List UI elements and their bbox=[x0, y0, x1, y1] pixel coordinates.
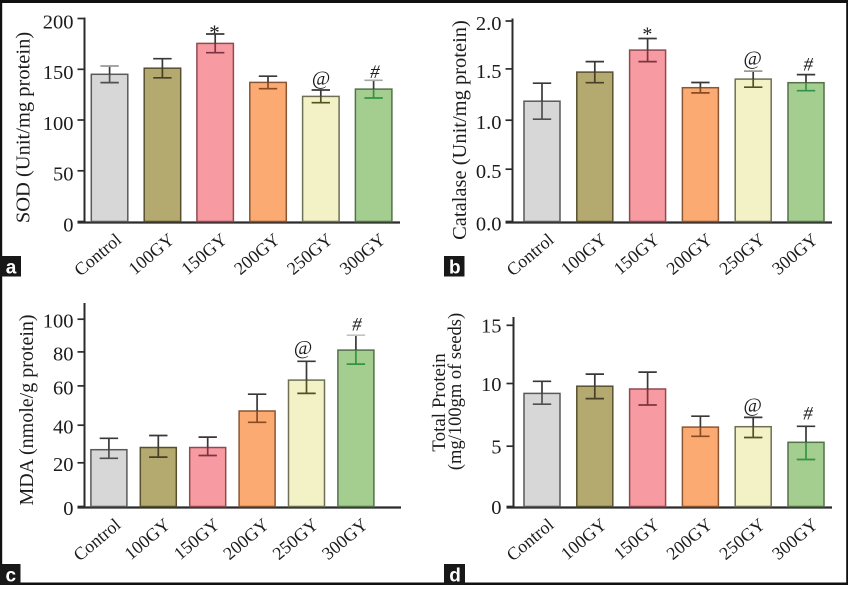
svg-text:@: @ bbox=[743, 48, 761, 70]
svg-text:1.0: 1.0 bbox=[476, 112, 502, 134]
svg-text:0.5: 0.5 bbox=[476, 161, 502, 183]
svg-text:#: # bbox=[352, 315, 362, 336]
svg-text:a: a bbox=[6, 257, 17, 278]
svg-text:#: # bbox=[804, 55, 814, 76]
svg-text:200: 200 bbox=[43, 11, 74, 33]
svg-text:c: c bbox=[5, 566, 16, 585]
svg-text:40: 40 bbox=[53, 417, 74, 439]
svg-text:80: 80 bbox=[53, 343, 74, 365]
svg-text:SOD (Unit/mg protein): SOD (Unit/mg protein) bbox=[13, 32, 35, 223]
svg-text:0.0: 0.0 bbox=[476, 213, 502, 235]
svg-text:#: # bbox=[370, 62, 380, 83]
svg-text:2.0: 2.0 bbox=[476, 13, 502, 35]
svg-text:0: 0 bbox=[491, 497, 501, 519]
svg-text:@: @ bbox=[743, 395, 761, 417]
svg-text:MDA (nmole/g protein): MDA (nmole/g protein) bbox=[16, 314, 38, 505]
svg-text:1.5: 1.5 bbox=[476, 61, 502, 83]
svg-text:100: 100 bbox=[43, 113, 74, 135]
svg-text:*: * bbox=[642, 24, 652, 46]
svg-text:Catalase (Unit/mg protein): Catalase (Unit/mg protein) bbox=[449, 20, 471, 240]
svg-text:60: 60 bbox=[53, 377, 74, 399]
svg-text:d: d bbox=[449, 566, 461, 585]
svg-text:20: 20 bbox=[53, 454, 74, 476]
svg-text:Total Protein: Total Protein bbox=[429, 353, 450, 452]
svg-text:b: b bbox=[449, 257, 461, 278]
svg-text:150: 150 bbox=[43, 62, 74, 84]
svg-text:10: 10 bbox=[481, 374, 502, 396]
svg-text:0: 0 bbox=[63, 498, 73, 520]
svg-text:@: @ bbox=[294, 337, 312, 359]
svg-text:*: * bbox=[209, 21, 220, 45]
svg-text:0: 0 bbox=[63, 214, 73, 236]
svg-text:@: @ bbox=[312, 68, 330, 90]
svg-text:15: 15 bbox=[481, 316, 502, 338]
svg-text:#: # bbox=[803, 404, 813, 425]
svg-text:(mg/100gm of seeds): (mg/100gm of seeds) bbox=[446, 313, 466, 470]
svg-text:5: 5 bbox=[491, 437, 501, 459]
svg-text:50: 50 bbox=[53, 164, 74, 186]
svg-text:100: 100 bbox=[43, 311, 74, 333]
